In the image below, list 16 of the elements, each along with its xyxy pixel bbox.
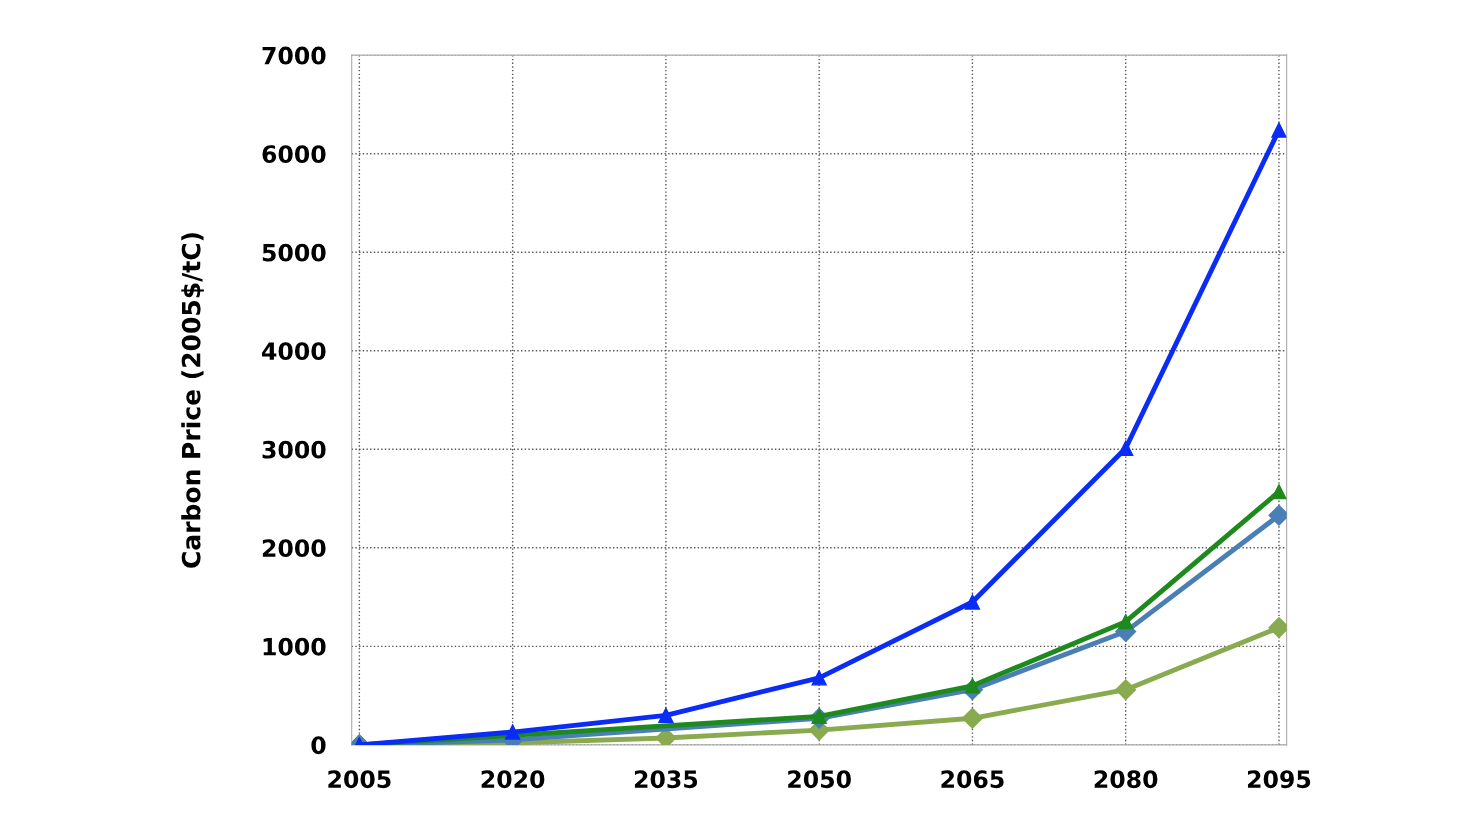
y-tick-label: 4000 — [262, 342, 326, 361]
x-tick-label: 2095 — [1247, 770, 1311, 789]
y-tick-label: 0 — [311, 736, 326, 755]
y-tick-label: 5000 — [262, 243, 326, 262]
y-tick-label: 7000 — [262, 46, 326, 65]
x-tick-label: 2080 — [1094, 770, 1158, 789]
x-tick-label: 2065 — [941, 770, 1004, 789]
y-tick-label: 1000 — [263, 637, 326, 656]
y-tick-label: 6000 — [262, 145, 326, 164]
y-tick-label: 3000 — [262, 440, 326, 459]
x-tick-label: 2050 — [788, 770, 851, 789]
y-axis-title: Carbon Price (2005$/tC) — [181, 233, 204, 568]
x-tick-label: 2035 — [634, 770, 698, 789]
x-tick-label: 2005 — [328, 770, 391, 789]
x-tick-label: 2020 — [481, 770, 545, 789]
y-tick-label: 2000 — [262, 539, 326, 558]
